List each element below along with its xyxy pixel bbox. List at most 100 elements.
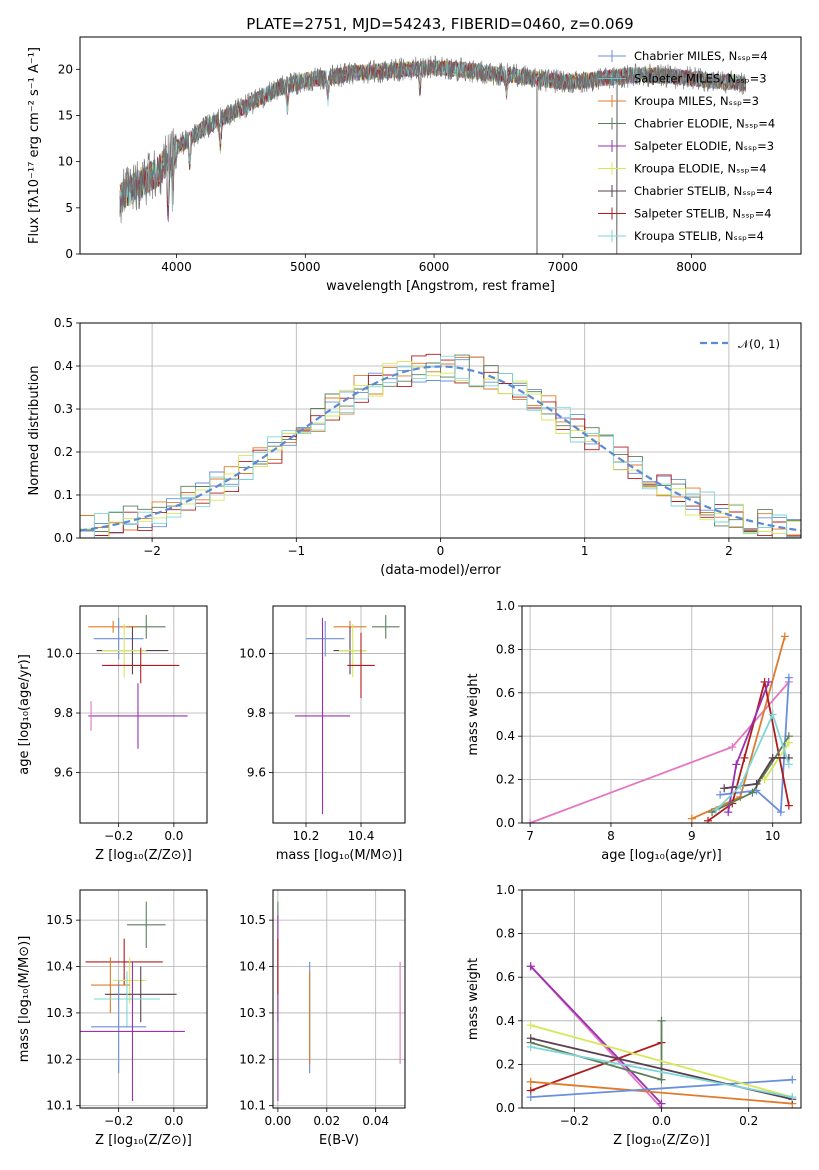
spectrum-lines [119, 55, 746, 254]
x-tick-label: 0 [437, 544, 445, 558]
legend-label: Kroupa ELODIE, Nₛₛₚ=4 [634, 162, 767, 176]
y-axis-label: mass [log₁₀(M/M⊙)] [17, 936, 32, 1063]
y-tick-label: 1.0 [496, 599, 515, 613]
y-tick-label: 10.2 [46, 1052, 73, 1066]
y-tick-label: 9.8 [54, 706, 73, 720]
legend-label: Chabrier ELODIE, Nₛₛₚ=4 [634, 117, 775, 131]
axes-frame [521, 889, 802, 1109]
y-tick-label: 10.4 [239, 960, 266, 974]
x-tick-label: 7 [526, 829, 534, 843]
spectrum-legend: Chabrier MILES, Nₛₛₚ=4 Salpeter MILES, Nₛ… [598, 49, 775, 243]
weight-line [719, 677, 790, 815]
y-tick-label: 10.5 [46, 913, 73, 927]
weight-line [530, 1080, 793, 1105]
x-tick-label: 0.04 [362, 1114, 389, 1128]
x-axis-label: age [log₁₀(age/yr)] [601, 848, 722, 863]
legend-label: 𝒩(0, 1) [738, 337, 780, 351]
y-tick-label: 0.5 [54, 316, 73, 330]
x-tick-label: −0.2 [104, 1114, 133, 1128]
y-tick-label: 9.6 [54, 765, 73, 779]
axes-frame [272, 605, 406, 824]
y-tick-label: 0.0 [496, 816, 515, 830]
y-tick-label: 9.6 [247, 765, 266, 779]
axes-frame [79, 36, 802, 255]
y-tick-label: 0.2 [54, 445, 73, 459]
y-axis-label: mass weight [466, 958, 481, 1040]
y-tick-label: 10.1 [239, 1099, 266, 1113]
x-tick-label: −0.2 [104, 829, 133, 843]
x-tick-label: 6000 [419, 260, 450, 274]
axes-frame [79, 322, 802, 539]
histogram-step [80, 355, 801, 538]
x-tick-label: 8000 [676, 260, 707, 274]
x-axis-label: Z [log₁₀(Z/Z⊙)] [95, 848, 192, 863]
y-tick-label: 5 [65, 201, 73, 215]
histogram-step [80, 356, 801, 534]
y-tick-label: 0.4 [54, 359, 73, 373]
x-tick-label: 5000 [290, 260, 321, 274]
y-tick-label: 20 [58, 62, 73, 76]
error-bars [277, 901, 401, 1102]
x-axis-label: Z [log₁₀(Z/Z⊙)] [95, 1133, 192, 1148]
legend-label: Kroupa MILES, Nₛₛₚ=3 [634, 94, 759, 108]
error-bars [295, 614, 400, 815]
y-tick-label: 10.0 [239, 647, 266, 661]
legend-label: Salpeter ELODIE, Nₛₛₚ=3 [634, 139, 774, 153]
y-tick-label: 0.0 [54, 531, 73, 545]
weight-line [530, 965, 663, 1105]
x-axis-label: (data-model)/error [380, 563, 501, 578]
weight-line [691, 636, 786, 820]
y-tick-label: 0.6 [496, 686, 515, 700]
y-tick-label: 0.2 [496, 773, 515, 787]
mass-weight-vs-age-panel: 7 8 9 10 0.0 0.2 0.4 0.6 0.8 1.0 age [log₁₀(age/yr… [466, 599, 802, 863]
y-tick-label: 10.3 [46, 1006, 73, 1020]
mass-vs-metallicity-panel: −0.2 0.0 10.1 10.2 10.3 10.4 10.5 Z [log₁₀(Z/Z⊙… [17, 889, 208, 1148]
histogram-step [80, 354, 801, 538]
histogram-step [80, 361, 801, 538]
x-axis-label: E(B-V) [319, 1133, 359, 1148]
y-axis-label: Flux [fλ10⁻¹⁷ erg cm⁻² s⁻¹ A⁻¹] [27, 47, 42, 244]
weight-line [530, 1078, 793, 1098]
y-tick-label: 10.4 [46, 960, 73, 974]
axes-frame [272, 889, 406, 1109]
y-tick-label: 10.3 [239, 1006, 266, 1020]
x-tick-label: 10 [765, 829, 780, 843]
x-tick-label: 8 [607, 829, 615, 843]
axes-frame [79, 605, 208, 824]
legend-label: Kroupa STELIB, Nₛₛₚ=4 [634, 229, 764, 243]
x-tick-label: 0.0 [164, 1114, 183, 1128]
x-tick-label: −0.2 [560, 1114, 589, 1128]
y-axis-label: age [log₁₀(age/yr)] [17, 654, 32, 775]
weight-line [529, 681, 790, 823]
x-tick-label: 2 [725, 544, 733, 558]
axes-frame [79, 889, 208, 1109]
x-tick-label: −2 [143, 544, 161, 558]
y-tick-label: 0.2 [496, 1057, 515, 1071]
y-tick-label: 0.0 [496, 1101, 515, 1115]
spectrum-panel: PLATE=2751, MJD=54243, FIBERID=0460, z=0… [27, 15, 802, 294]
x-tick-label: 4000 [161, 260, 192, 274]
y-tick-label: 0.6 [496, 970, 515, 984]
x-tick-label: 10.4 [348, 829, 375, 843]
error-bars [80, 901, 185, 1102]
legend-label: Salpeter STELIB, Nₛₛₚ=4 [634, 207, 772, 221]
axes-frame [521, 605, 802, 824]
spectrum-title: PLATE=2751, MJD=54243, FIBERID=0460, z=0… [246, 15, 633, 33]
error-bars [88, 614, 188, 749]
residual-histogram-panel: −2 −1 0 1 2 0.0 0.1 0.2 0.3 0.4 0.5 (data-model)/er… [27, 316, 802, 578]
x-tick-label: 7000 [548, 260, 579, 274]
x-tick-label: 1 [581, 544, 589, 558]
weight-line [530, 1046, 793, 1098]
weight-lines [526, 632, 793, 823]
y-tick-label: 0.4 [496, 729, 515, 743]
y-tick-label: 10 [58, 155, 73, 169]
observed-spectrum-line [119, 55, 746, 254]
weight-line [763, 742, 790, 781]
y-axis-label: Normed distribution [27, 366, 42, 496]
y-tick-label: 10.2 [239, 1052, 266, 1066]
y-tick-label: 10.0 [46, 647, 73, 661]
y-tick-label: 0.8 [496, 927, 515, 941]
y-tick-label: 10.1 [46, 1099, 73, 1113]
legend-label: Chabrier STELIB, Nₛₛₚ=4 [634, 184, 773, 198]
